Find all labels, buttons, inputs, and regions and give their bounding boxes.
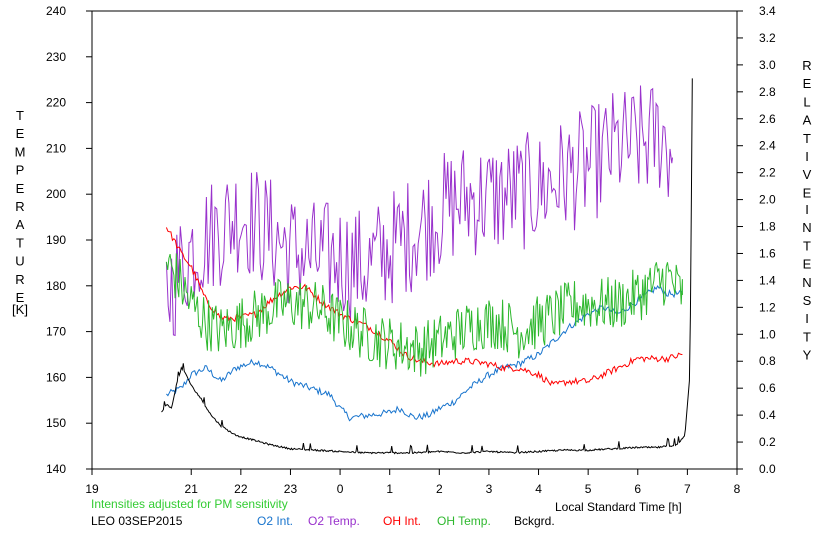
x-tick-label: 23 xyxy=(284,482,298,496)
right-axis-letter: Y xyxy=(803,348,812,363)
right-tick-label: 2.6 xyxy=(759,112,776,126)
legend-oh-int: OH Int. xyxy=(383,514,422,528)
x-tick-label: 4 xyxy=(535,482,542,496)
x-tick-label: 1 xyxy=(386,482,393,496)
x-tick-label: 19 xyxy=(85,482,99,496)
x-tick-label: 3 xyxy=(486,482,493,496)
plot-frame xyxy=(91,10,738,470)
right-axis-letter: V xyxy=(803,167,812,182)
right-tick-label: 2.4 xyxy=(759,139,776,153)
left-tick-label: 150 xyxy=(46,416,66,430)
right-tick-label: 1.2 xyxy=(759,300,776,314)
right-axis-letter: I xyxy=(805,149,809,164)
legend-bckgrd: Bckgrd. xyxy=(514,514,555,528)
right-tick-label: 0.4 xyxy=(759,408,776,422)
right-axis-letter: N xyxy=(802,220,811,235)
left-axis-letter: E xyxy=(16,181,25,196)
series-line-o2-int xyxy=(166,285,683,422)
right-axis-letter: E xyxy=(803,76,812,91)
left-axis-letter: T xyxy=(16,108,24,123)
x-axis-label: Local Standard Time [h] xyxy=(555,500,682,514)
x-tick-label: 8 xyxy=(734,482,741,496)
right-axis-letter: S xyxy=(803,293,812,308)
right-tick-label: 1.4 xyxy=(759,273,776,287)
x-tick-label: 22 xyxy=(234,482,248,496)
left-axis-letter: U xyxy=(15,254,24,269)
right-tick-label: 2.0 xyxy=(759,193,776,207)
right-tick-label: 3.2 xyxy=(759,31,776,45)
right-axis-letter: E xyxy=(803,185,812,200)
right-tick-label: 0.6 xyxy=(759,381,776,395)
left-tick-label: 160 xyxy=(46,370,66,384)
left-tick-label: 230 xyxy=(46,50,66,64)
right-tick-label: 1.6 xyxy=(759,246,776,260)
left-tick-label: 170 xyxy=(46,325,66,339)
right-axis-letter: E xyxy=(803,257,812,272)
left-tick-label: 210 xyxy=(46,141,66,155)
right-tick-label: 0.8 xyxy=(759,354,776,368)
x-tick-label: 6 xyxy=(634,482,641,496)
right-axis-letter: T xyxy=(803,238,811,253)
pm-sensitivity-note: Intensities adjusted for PM sensitivity xyxy=(91,497,288,511)
right-axis-letter: I xyxy=(805,311,809,326)
left-axis-letter: A xyxy=(16,217,25,232)
x-tick-label: 0 xyxy=(337,482,344,496)
right-tick-label: 2.2 xyxy=(759,166,776,180)
right-tick-label: 3.4 xyxy=(759,4,776,18)
right-axis-letter: T xyxy=(803,131,811,146)
left-tick-label: 240 xyxy=(46,4,66,18)
right-axis-letter: R xyxy=(802,58,811,73)
series-line-o2-temp xyxy=(165,85,673,337)
left-tick-label: 200 xyxy=(46,187,66,201)
left-axis-unit: [K] xyxy=(12,302,28,317)
right-tick-label: 0.0 xyxy=(759,462,776,476)
left-axis-letter: T xyxy=(16,235,24,250)
left-axis-letter: R xyxy=(15,272,24,287)
right-axis-letter: A xyxy=(803,113,812,128)
right-tick-label: 0.2 xyxy=(759,435,776,449)
legend-o2-int: O2 Int. xyxy=(257,514,294,528)
right-axis-letter: N xyxy=(802,275,811,290)
left-axis-letter: E xyxy=(16,290,25,305)
series-line-bckgrd xyxy=(161,78,693,455)
left-tick-label: 140 xyxy=(46,462,66,476)
right-axis-letter: I xyxy=(805,202,809,217)
legend-o2-temp: O2 Temp. xyxy=(308,514,360,528)
right-axis-letter: L xyxy=(803,94,810,109)
left-axis-letter: M xyxy=(15,144,26,159)
right-tick-label: 2.8 xyxy=(759,85,776,99)
x-tick-label: 2 xyxy=(436,482,443,496)
right-axis-letter: T xyxy=(803,329,811,344)
left-tick-label: 220 xyxy=(46,96,66,110)
left-tick-label: 190 xyxy=(46,233,66,247)
right-tick-label: 3.0 xyxy=(759,58,776,72)
x-tick-label: 5 xyxy=(585,482,592,496)
left-axis-letter: P xyxy=(16,163,25,178)
left-tick-label: 180 xyxy=(46,279,66,293)
series-line-oh-int xyxy=(165,227,683,387)
legend-oh-temp: OH Temp. xyxy=(437,514,491,528)
series-line-oh-temp xyxy=(165,253,683,377)
station-date-label: LEO 03SEP2015 xyxy=(91,514,183,528)
x-tick-label: 7 xyxy=(684,482,691,496)
right-tick-label: 1.8 xyxy=(759,220,776,234)
left-axis-letter: E xyxy=(16,126,25,141)
left-axis-letter: R xyxy=(15,199,24,214)
x-tick-label: 21 xyxy=(185,482,199,496)
right-tick-label: 1.0 xyxy=(759,327,776,341)
